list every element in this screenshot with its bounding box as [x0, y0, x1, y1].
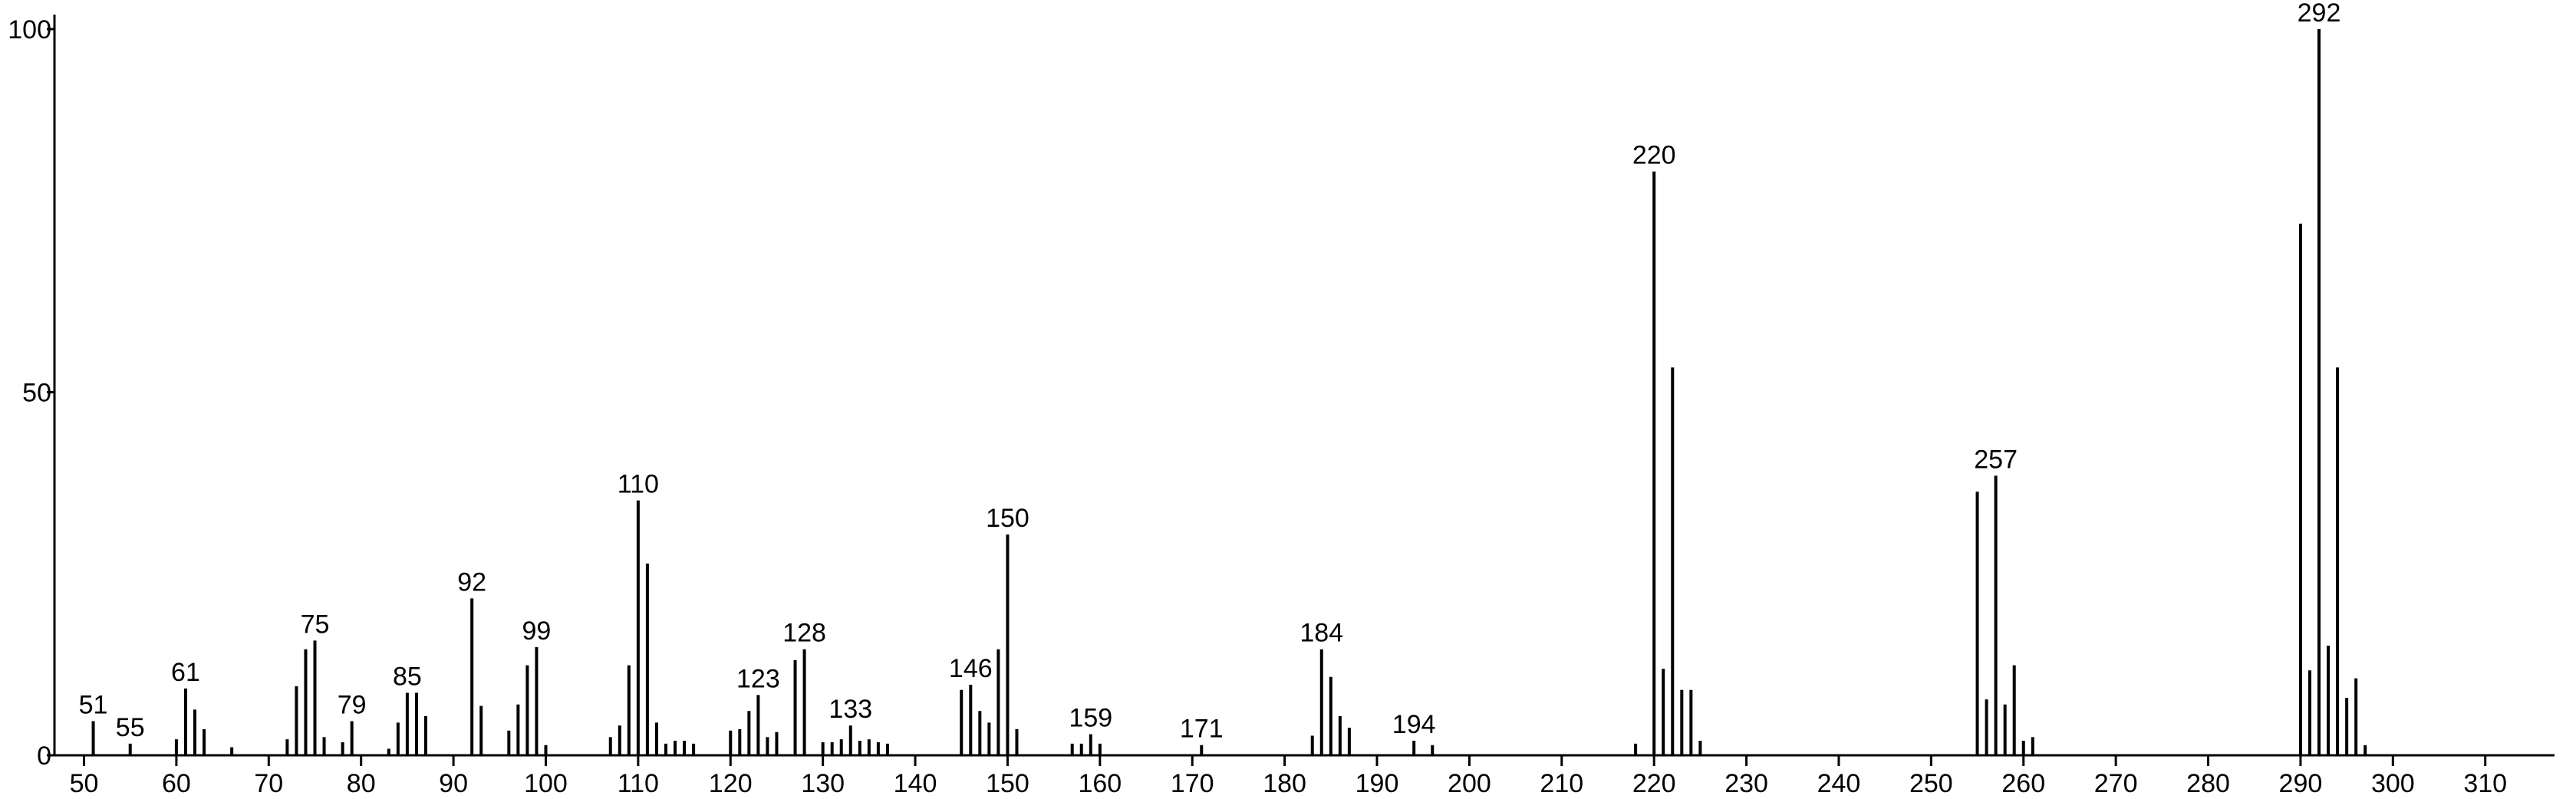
- x-tick-label: 190: [1356, 769, 1399, 798]
- x-tick-label: 100: [524, 769, 568, 798]
- x-tick-label: 290: [2279, 769, 2323, 798]
- peak-label: 146: [949, 654, 993, 683]
- peak-label: 51: [79, 690, 108, 719]
- x-tick-label: 90: [439, 769, 468, 798]
- peak-label: 184: [1300, 619, 1343, 648]
- x-tick-label: 300: [2371, 769, 2415, 798]
- x-tick-label: 150: [986, 769, 1029, 798]
- peak-label: 292: [2298, 0, 2341, 28]
- peak-label: 133: [828, 695, 872, 724]
- peak-label: 123: [736, 664, 780, 693]
- peak-label: 171: [1180, 715, 1224, 744]
- peak-label: 220: [1632, 141, 1676, 170]
- peak-label: 128: [782, 619, 826, 648]
- x-tick-label: 250: [1909, 769, 1953, 798]
- peak-label: 75: [301, 610, 330, 639]
- x-tick-label: 270: [2094, 769, 2138, 798]
- x-tick-label: 70: [254, 769, 283, 798]
- x-tick-label: 50: [70, 769, 99, 798]
- peak-label: 85: [393, 663, 422, 692]
- peak-label: 61: [171, 658, 200, 687]
- x-tick-label: 230: [1724, 769, 1768, 798]
- x-tick-label: 120: [709, 769, 753, 798]
- x-tick-label: 310: [2463, 769, 2507, 798]
- x-tick-label: 170: [1171, 769, 1214, 798]
- x-tick-label: 200: [1448, 769, 1491, 798]
- peak-label: 150: [986, 504, 1029, 533]
- x-tick-label: 240: [1817, 769, 1861, 798]
- x-tick-label: 160: [1078, 769, 1122, 798]
- x-tick-label: 130: [801, 769, 845, 798]
- y-tick-label: 0: [37, 741, 51, 771]
- x-tick-label: 280: [2186, 769, 2230, 798]
- peak-label: 92: [457, 567, 486, 597]
- y-tick-label: 50: [22, 378, 51, 407]
- x-tick-label: 80: [347, 769, 376, 798]
- peak-label: 159: [1069, 704, 1112, 733]
- x-tick-label: 110: [618, 769, 659, 798]
- peak-label: 110: [618, 470, 659, 499]
- x-tick-label: 140: [894, 769, 937, 798]
- peak-label: 194: [1392, 710, 1436, 739]
- peak-label: 99: [522, 617, 552, 646]
- peak-label: 79: [338, 690, 367, 719]
- x-tick-label: 210: [1540, 769, 1583, 798]
- x-tick-label: 60: [162, 769, 191, 798]
- x-tick-label: 220: [1632, 769, 1676, 798]
- x-tick-label: 180: [1263, 769, 1306, 798]
- peak-label: 257: [1974, 445, 2018, 474]
- x-tick-label: 260: [2001, 769, 2045, 798]
- y-tick-label: 100: [8, 15, 51, 44]
- peak-label: 55: [116, 713, 145, 742]
